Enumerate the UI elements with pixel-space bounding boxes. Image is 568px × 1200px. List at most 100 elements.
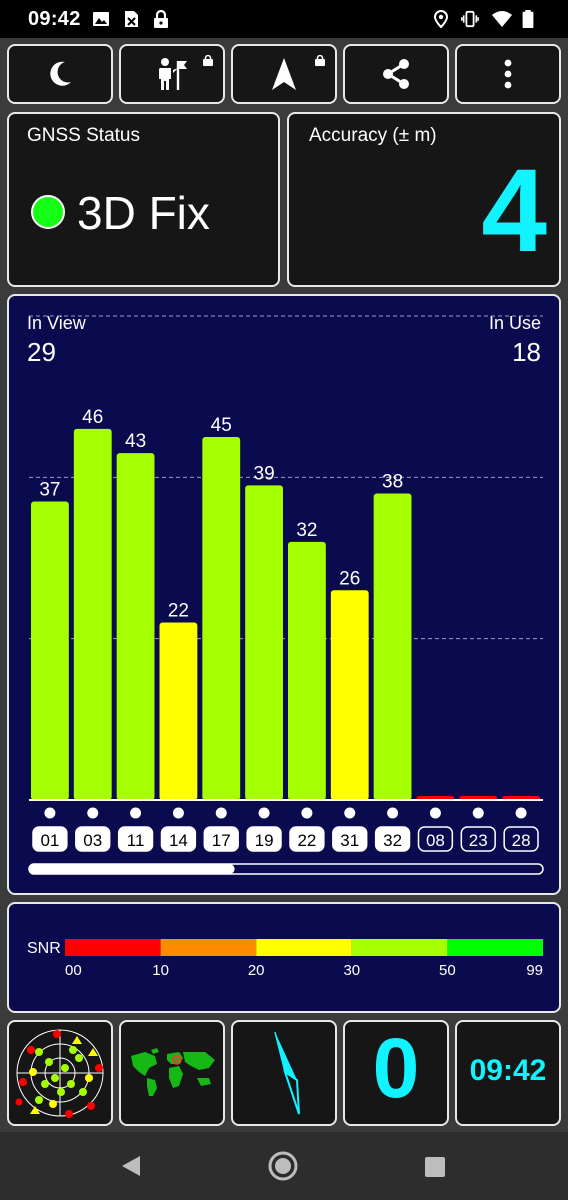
chart-scrollbar-thumb[interactable] <box>29 864 235 874</box>
snr-legend-segment <box>447 939 543 956</box>
night-mode-button[interactable] <box>7 44 113 104</box>
status-time: 09:42 <box>28 8 81 30</box>
tracking-button[interactable] <box>119 44 225 104</box>
satellite-id-label: 19 <box>255 831 274 850</box>
snr-value-label: 43 <box>125 431 146 452</box>
snr-value-label: 26 <box>339 568 360 589</box>
snr-bar-01[interactable] <box>31 501 69 800</box>
navigation-arrow-icon <box>272 58 296 90</box>
satellite-id-label: 22 <box>297 831 316 850</box>
gnss-status-title: GNSS Status <box>27 125 140 146</box>
satellite-id-badge[interactable] <box>246 826 282 852</box>
snr-value-label: 32 <box>296 520 317 541</box>
satellite-id-badge[interactable] <box>460 826 496 852</box>
snr-bar-11[interactable] <box>116 453 155 800</box>
satellite-marker <box>301 807 313 819</box>
share-icon <box>383 59 409 89</box>
back-icon[interactable] <box>120 1155 142 1177</box>
satellite-marker <box>87 807 99 819</box>
satellite-marker <box>344 807 356 819</box>
snr-bar-19[interactable] <box>245 485 283 800</box>
accuracy-value: 4 <box>481 145 547 277</box>
satellite-marker <box>215 807 227 819</box>
clock-tile[interactable]: 09:42 <box>455 1020 561 1126</box>
snr-bar-03[interactable] <box>73 428 112 800</box>
fix-status-text: 3D Fix <box>77 187 210 239</box>
in-view-count: 29 <box>27 337 56 367</box>
navigation-button[interactable] <box>231 44 337 104</box>
satellite-snr-panel[interactable]: In View 29 In Use 18 37 01 46 03 43 11 22 14 45 1… <box>7 294 561 895</box>
snr-value-label: 38 <box>382 471 403 492</box>
world-map-tile[interactable] <box>119 1020 225 1126</box>
in-use-count: 18 <box>512 337 541 367</box>
share-button[interactable] <box>343 44 449 104</box>
snr-bar-22[interactable] <box>288 541 326 800</box>
lock-icon <box>203 55 213 66</box>
satellite-id-label: 01 <box>40 831 59 850</box>
status-bar: 09:42 <box>0 0 568 38</box>
snr-legend-label: SNR <box>27 940 61 957</box>
speed-tile[interactable]: 0 <box>343 1020 449 1126</box>
satellite-id-badge[interactable] <box>503 826 539 852</box>
recents-icon[interactable] <box>425 1157 445 1177</box>
snr-legend-tick: 10 <box>152 962 169 979</box>
world-map-icon <box>131 1048 215 1096</box>
satellite-id-label: 03 <box>83 831 102 850</box>
snr-bar-32[interactable] <box>373 493 412 800</box>
in-use-label: In Use <box>488 313 541 333</box>
snr-bar-14[interactable] <box>159 622 198 800</box>
sky-plot-icon <box>15 1029 104 1118</box>
image-icon <box>93 12 109 26</box>
location-pin-icon <box>433 10 449 28</box>
sim-off-icon <box>125 11 138 27</box>
more-options-button[interactable] <box>455 44 561 104</box>
satellite-id-label: 17 <box>212 831 231 850</box>
clock-time: 09:42 <box>469 1054 547 1087</box>
satellite-id-label: 23 <box>469 831 488 850</box>
home-icon[interactable] <box>267 1150 299 1182</box>
snr-bar-17[interactable] <box>202 437 241 800</box>
satellite-id-badge[interactable] <box>203 826 239 852</box>
satellite-marker <box>429 807 441 819</box>
satellite-marker <box>472 807 484 819</box>
snr-legend-segment <box>256 939 352 956</box>
accuracy-panel[interactable]: Accuracy (± m) 4 <box>287 112 561 287</box>
satellite-id-badge[interactable] <box>289 826 325 852</box>
snr-bar-31[interactable] <box>330 590 369 800</box>
snr-legend-segment <box>65 939 161 956</box>
satellite-id-badge[interactable] <box>32 826 68 852</box>
satellite-marker <box>258 807 270 819</box>
snr-value-label: 37 <box>39 480 60 501</box>
satellite-id-badge[interactable] <box>374 826 411 852</box>
snr-value-label: 22 <box>168 601 189 622</box>
satellite-marker <box>172 807 184 819</box>
satellite-id-badge[interactable] <box>117 826 154 852</box>
wifi-icon <box>492 11 512 27</box>
snr-legend-tick: 00 <box>65 962 82 979</box>
snr-legend-segment <box>160 939 257 956</box>
accuracy-title: Accuracy (± m) <box>309 125 437 146</box>
lock-icon <box>154 10 168 28</box>
satellite-id-badge[interactable] <box>160 826 197 852</box>
satellite-id-badge[interactable] <box>332 826 368 852</box>
satellite-id-label: 31 <box>340 831 359 850</box>
satellite-id-label: 08 <box>426 831 445 850</box>
speed-value: 0 <box>372 1021 420 1115</box>
satellite-id-badge[interactable] <box>417 826 454 852</box>
snr-value-label: 46 <box>82 407 103 428</box>
gnss-status-panel[interactable]: GNSS Status 3D Fix <box>7 112 280 287</box>
compass-tile[interactable] <box>231 1020 337 1126</box>
sky-plot-tile[interactable] <box>7 1020 113 1126</box>
snr-legend-segment <box>351 939 448 956</box>
snr-legend-tick: 30 <box>343 962 360 979</box>
satellite-id-label: 11 <box>127 831 145 850</box>
snr-legend-tick: 20 <box>248 962 265 979</box>
snr-bar-chart: 37 01 46 03 43 11 22 14 45 17 39 19 32 22 26 31 38 32 08 23… <box>28 315 544 875</box>
hiker-flag-icon <box>159 58 187 90</box>
satellite-id-label: 28 <box>512 831 531 850</box>
satellite-marker <box>130 807 142 819</box>
satellite-id-badge[interactable] <box>75 826 111 852</box>
in-view-label: In View <box>27 313 86 333</box>
